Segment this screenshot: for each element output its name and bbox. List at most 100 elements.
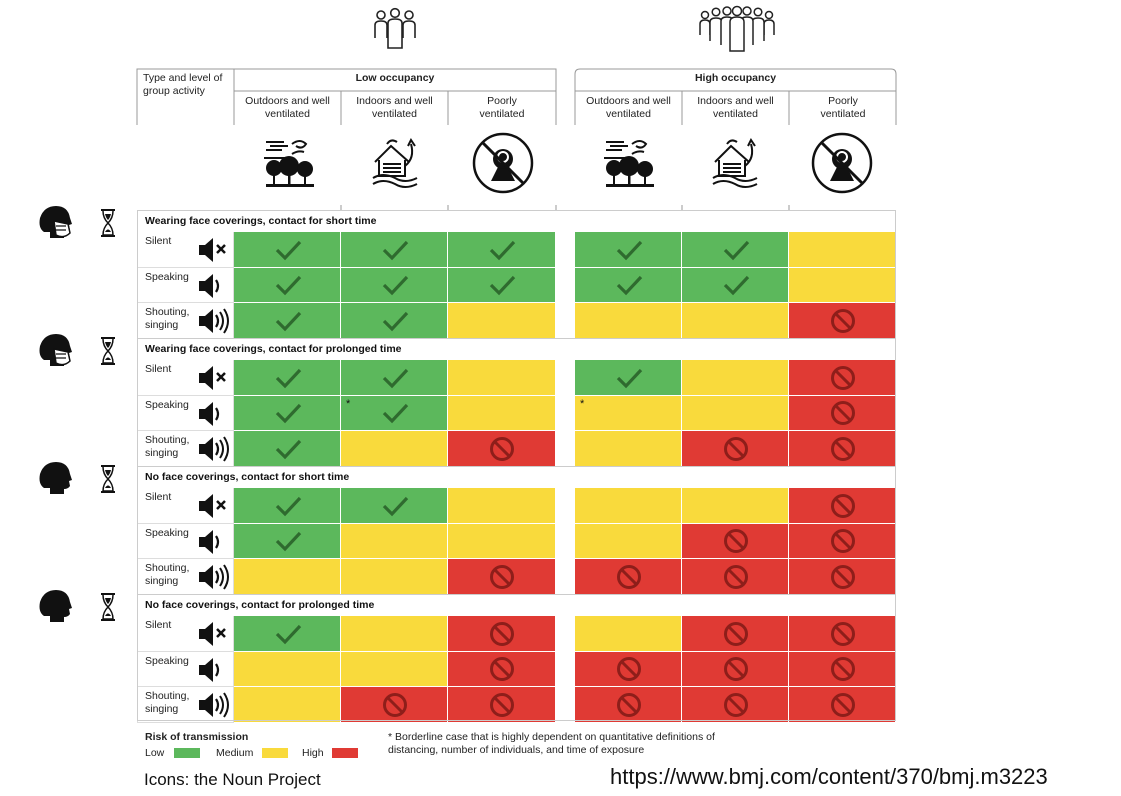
prohibited-icon: [830, 365, 855, 390]
column-gap: [556, 651, 575, 687]
large-group-icon: [699, 5, 775, 52]
risk-cell-low: [234, 395, 341, 431]
prohibited-icon: [490, 692, 514, 717]
legend-label-low: Low: [145, 747, 165, 759]
risk-cell-low: [575, 232, 682, 268]
column-gap: [556, 616, 575, 652]
activity-label: Speaking: [145, 270, 189, 283]
column-gap: [556, 267, 575, 303]
hourglass-icon: [101, 593, 115, 621]
activity-label: Silent: [145, 363, 172, 375]
risk-cell-low: [234, 232, 341, 268]
column-header: Poorly ventilated: [820, 95, 866, 120]
activity-label: Speaking: [145, 654, 189, 667]
risk-cell-medium: [234, 651, 341, 687]
risk-cell-medium: [575, 488, 682, 524]
check-icon: [275, 496, 301, 517]
risk-cell-medium: [575, 523, 682, 559]
hourglass-icon: [101, 465, 115, 493]
check-icon: [723, 276, 749, 296]
section-title: Wearing face coverings, contact for prol…: [145, 343, 402, 355]
speaker-loud-icon: [199, 564, 229, 590]
prohibited-icon: [616, 657, 641, 682]
activity-label: Shouting, singing: [145, 690, 190, 715]
speaker-icon: [199, 529, 220, 554]
prohibited-icon: [830, 692, 855, 717]
borderline-marker: *: [580, 397, 585, 410]
face-mask-icon: [39, 334, 72, 366]
risk-cell-medium: [789, 232, 896, 268]
prohibited-icon: [723, 692, 748, 717]
section-title: Wearing face coverings, contact for shor…: [145, 215, 377, 227]
check-icon: [382, 404, 408, 424]
risk-cell-medium: [575, 616, 682, 652]
check-icon: [723, 240, 749, 261]
check-icon: [275, 624, 301, 645]
column-header: Outdoors and well ventilated: [586, 95, 671, 120]
source-url[interactable]: https://www.bmj.com/content/370/bmj.m322…: [610, 764, 1048, 789]
prohibited-icon: [830, 436, 855, 461]
row-label-cell: [137, 616, 234, 652]
risk-cell-low: [682, 232, 789, 268]
prohibited-icon: [723, 657, 748, 682]
prohibited-icon: [830, 493, 855, 518]
risk-cell-low: [234, 523, 341, 559]
indoors-ventilated-icon: [372, 138, 418, 188]
speaker-icon: [199, 401, 220, 426]
section-title-bar: [137, 210, 896, 232]
section-title: No face coverings, contact for prolonged…: [145, 599, 375, 611]
risk-cell-medium: [341, 651, 448, 687]
risk-cell-medium: [448, 395, 556, 431]
no-ventilation-icon: [811, 132, 873, 194]
legend-swatch-high: [332, 748, 358, 758]
column-gap: [556, 395, 575, 431]
hourglass-icon: [101, 209, 115, 237]
legend-title: Risk of transmission: [145, 731, 249, 743]
icons-credit: Icons: the Noun Project: [144, 770, 321, 789]
speaker-muted-icon: [199, 494, 226, 518]
activity-label: Shouting, singing: [145, 434, 190, 459]
check-icon: [275, 404, 301, 424]
legend-swatch-low: [174, 748, 200, 758]
footnote: * Borderline case that is highly depende…: [388, 731, 715, 756]
group-header-high: High occupancy: [694, 72, 777, 84]
speaker-icon: [199, 657, 220, 682]
section-title-bar: [137, 594, 896, 616]
speaker-muted-icon: [199, 622, 226, 646]
check-icon: [382, 240, 408, 261]
row-label-cell: [137, 488, 234, 524]
column-header: Indoors and well ventilated: [356, 95, 433, 120]
risk-cell-medium: [341, 616, 448, 652]
risk-cell-medium: [682, 488, 789, 524]
prohibited-icon: [723, 436, 748, 461]
check-icon: [275, 439, 301, 460]
risk-cell-low: [341, 360, 448, 396]
speaker-icon: [199, 273, 220, 298]
outdoors-icon: [604, 140, 654, 187]
risk-cell-medium: [448, 523, 556, 559]
prohibited-icon: [616, 564, 641, 589]
head-icon: [39, 590, 72, 622]
check-icon: [275, 240, 301, 261]
outdoors-icon: [264, 140, 314, 187]
speaker-loud-icon: [199, 692, 229, 718]
check-icon: [275, 532, 301, 552]
column-header: Indoors and well ventilated: [697, 95, 774, 120]
risk-cell-medium: [341, 431, 448, 467]
check-icon: [382, 496, 408, 517]
risk-cell-medium: [448, 360, 556, 396]
corner-label: Type and level of group activity: [143, 72, 223, 97]
activity-label: Shouting, singing: [145, 306, 190, 331]
activity-label: Silent: [145, 491, 172, 503]
prohibited-icon: [830, 308, 855, 333]
risk-cell-medium: [234, 559, 341, 595]
column-gap: [556, 303, 575, 339]
activity-label: Speaking: [145, 526, 189, 539]
hourglass-icon: [101, 337, 115, 365]
column-header: Poorly ventilated: [479, 95, 525, 120]
risk-cell-low: [234, 360, 341, 396]
check-icon: [616, 240, 642, 261]
group-header-low: Low occupancy: [355, 72, 435, 84]
activity-label: Silent: [145, 235, 172, 247]
risk-cell-low: [341, 395, 448, 431]
